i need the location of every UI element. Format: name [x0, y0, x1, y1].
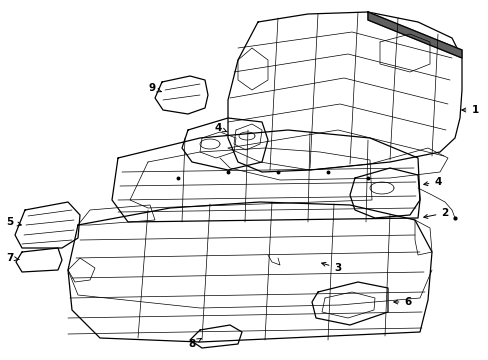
Text: 2: 2	[423, 208, 447, 219]
Text: 8: 8	[188, 338, 201, 349]
Text: 9: 9	[148, 83, 161, 93]
Polygon shape	[367, 12, 461, 58]
Text: 4: 4	[423, 177, 441, 187]
Text: 3: 3	[321, 262, 341, 273]
Text: 1: 1	[461, 105, 478, 115]
Text: 7: 7	[6, 253, 19, 263]
Text: 4: 4	[214, 123, 226, 133]
Text: 5: 5	[6, 217, 21, 227]
Text: 6: 6	[393, 297, 411, 307]
